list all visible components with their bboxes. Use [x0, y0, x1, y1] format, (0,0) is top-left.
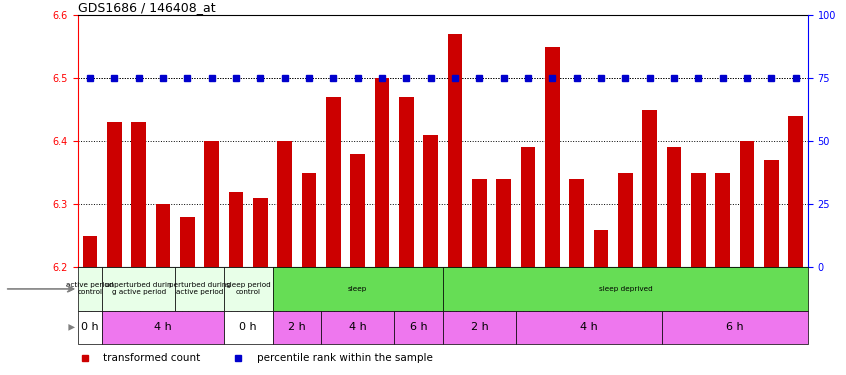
Bar	[545, 46, 560, 267]
Text: 0 h: 0 h	[239, 322, 257, 332]
Bar	[472, 179, 486, 267]
Bar	[180, 217, 195, 267]
Text: sleep deprived: sleep deprived	[598, 286, 652, 292]
Bar	[83, 236, 97, 267]
Bar	[497, 179, 511, 267]
Bar	[131, 122, 146, 267]
Text: 6 h: 6 h	[409, 322, 427, 332]
Bar	[375, 78, 389, 267]
Bar	[253, 198, 267, 267]
Bar	[764, 160, 778, 267]
Text: active period
control: active period control	[66, 282, 113, 296]
Bar	[326, 97, 341, 267]
Bar	[302, 173, 316, 267]
Text: 4 h: 4 h	[154, 322, 172, 332]
Bar	[569, 179, 584, 267]
Bar	[516, 310, 662, 344]
Bar	[399, 97, 414, 267]
Bar	[78, 310, 102, 344]
Bar	[175, 267, 224, 310]
Bar	[350, 154, 365, 267]
Text: 2 h: 2 h	[288, 322, 305, 332]
Bar	[205, 141, 219, 267]
Bar	[442, 267, 808, 310]
Bar	[667, 147, 681, 267]
Text: sleep: sleep	[348, 286, 367, 292]
Bar	[321, 310, 394, 344]
Bar	[594, 230, 608, 267]
Text: 6 h: 6 h	[726, 322, 744, 332]
Bar	[642, 110, 657, 267]
Text: percentile rank within the sample: percentile rank within the sample	[256, 353, 432, 363]
Bar	[788, 116, 803, 267]
Bar	[442, 310, 516, 344]
Text: 4 h: 4 h	[580, 322, 598, 332]
Bar	[102, 310, 224, 344]
Text: GDS1686 / 146408_at: GDS1686 / 146408_at	[78, 1, 216, 14]
Bar	[277, 141, 292, 267]
Bar	[272, 310, 321, 344]
Bar	[107, 122, 122, 267]
Bar	[662, 310, 808, 344]
Bar	[102, 267, 175, 310]
Bar	[691, 173, 706, 267]
Text: transformed count: transformed count	[103, 353, 201, 363]
Text: 0 h: 0 h	[81, 322, 99, 332]
Text: 4 h: 4 h	[349, 322, 366, 332]
Bar	[423, 135, 438, 267]
Text: sleep period
control: sleep period control	[226, 282, 271, 296]
Bar	[716, 173, 730, 267]
Bar	[228, 192, 244, 267]
Text: 2 h: 2 h	[470, 322, 488, 332]
Bar	[448, 34, 463, 267]
Bar	[521, 147, 536, 267]
Bar	[224, 267, 272, 310]
Text: perturbed during
active period: perturbed during active period	[168, 282, 230, 296]
Bar	[156, 204, 170, 267]
Text: unperturbed durin
g active period: unperturbed durin g active period	[106, 282, 172, 296]
Bar	[224, 310, 272, 344]
Bar	[618, 173, 633, 267]
Bar	[78, 267, 102, 310]
Bar	[739, 141, 755, 267]
Bar	[272, 267, 443, 310]
Bar	[394, 310, 443, 344]
